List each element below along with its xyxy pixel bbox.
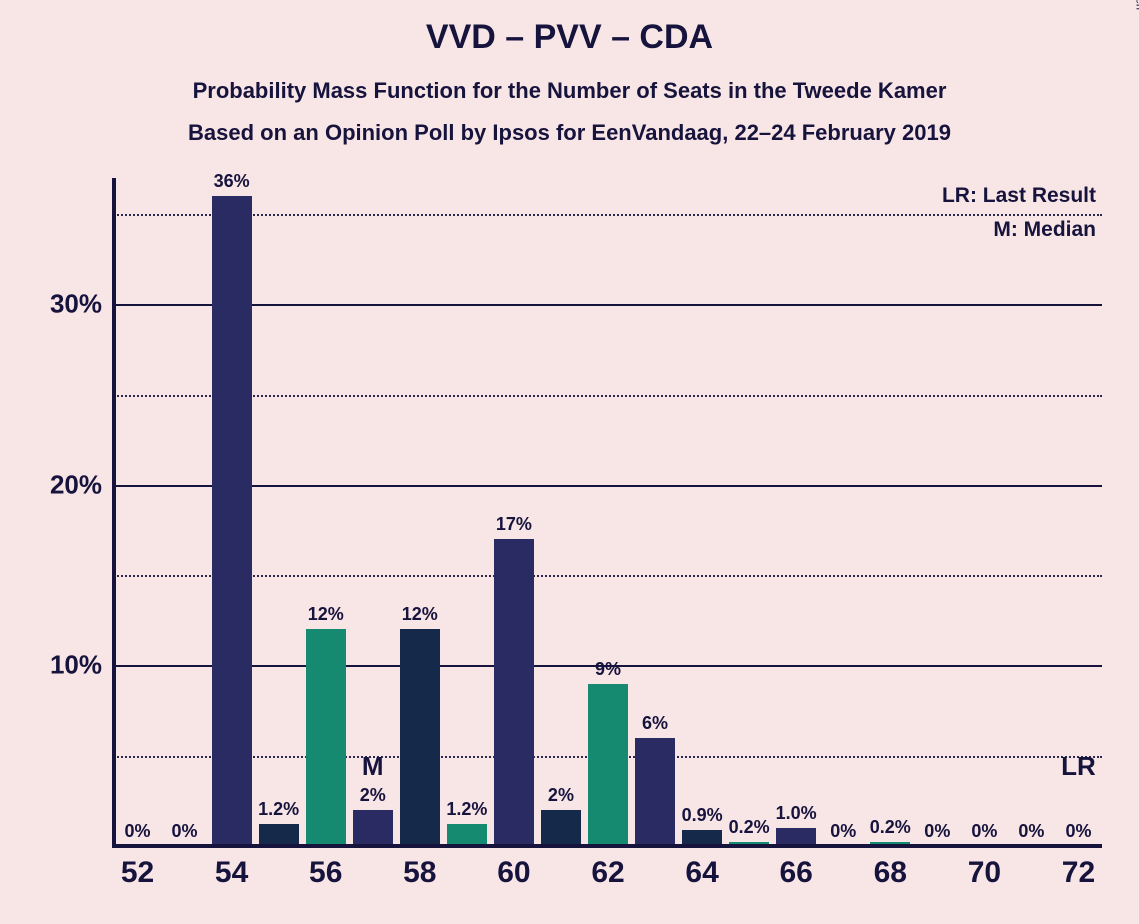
bar-label: 0% (971, 821, 997, 846)
bar: 17% (494, 539, 534, 846)
chart-subtitle-2: Based on an Opinion Poll by Ipsos for Ee… (0, 120, 1139, 146)
x-tick-label: 54 (215, 846, 248, 890)
bar: 9% (588, 684, 628, 846)
gridline-major (114, 304, 1102, 306)
bar-label: 0% (924, 821, 950, 846)
bar: 2% (353, 810, 393, 846)
bar-label: 17% (496, 514, 532, 539)
bar-label: 0.2% (870, 817, 911, 842)
bar: 6% (635, 738, 675, 846)
bar-label: 2% (360, 785, 386, 810)
bar: 2% (541, 810, 581, 846)
bar-label: 1.2% (258, 799, 299, 824)
gridline-minor (114, 214, 1102, 216)
x-tick-label: 66 (780, 846, 813, 890)
x-tick-label: 60 (497, 846, 530, 890)
bar-label: 9% (595, 659, 621, 684)
gridline-minor (114, 575, 1102, 577)
x-tick-label: 62 (591, 846, 624, 890)
bar: 1.2% (259, 824, 299, 846)
x-tick-label: 58 (403, 846, 436, 890)
y-tick-label: 30% (50, 289, 114, 320)
legend-m: M: Median (993, 218, 1096, 242)
bar-label: 0% (1065, 821, 1091, 846)
median-marker: M (362, 751, 384, 782)
bar-label: 0% (172, 821, 198, 846)
copyright-text: © 2020 Filip van Laenen (1133, 0, 1139, 10)
y-tick-label: 10% (50, 650, 114, 681)
gridline-minor (114, 395, 1102, 397)
y-tick-label: 20% (50, 469, 114, 500)
x-tick-label: 64 (685, 846, 718, 890)
x-tick-label: 72 (1062, 846, 1095, 890)
bar-label: 0% (1018, 821, 1044, 846)
x-tick-label: 68 (874, 846, 907, 890)
legend-lr: LR: Last Result (942, 184, 1096, 208)
bar-label: 36% (214, 171, 250, 196)
bar-label: 12% (308, 604, 344, 629)
plot-area: 10%20%30%0%0%36%1.2%12%2%12%1.2%17%2%9%6… (114, 178, 1102, 846)
bar-label: 1.2% (446, 799, 487, 824)
y-axis (112, 178, 116, 846)
last-result-marker: LR (1061, 751, 1096, 782)
bar-label: 6% (642, 713, 668, 738)
bar-label: 2% (548, 785, 574, 810)
x-tick-label: 52 (121, 846, 154, 890)
chart-subtitle-1: Probability Mass Function for the Number… (0, 78, 1139, 104)
bar: 12% (306, 629, 346, 846)
x-tick-label: 70 (968, 846, 1001, 890)
bar-label: 0% (124, 821, 150, 846)
bar-label: 0.9% (682, 805, 723, 830)
chart-title: VVD – PVV – CDA (0, 18, 1139, 57)
bar-label: 0% (830, 821, 856, 846)
bar-label: 0.2% (729, 817, 770, 842)
bar: 12% (400, 629, 440, 846)
bar-label: 12% (402, 604, 438, 629)
bar: 36% (212, 196, 252, 846)
bar-label: 1.0% (776, 803, 817, 828)
chart-container: VVD – PVV – CDA Probability Mass Functio… (0, 0, 1139, 924)
gridline-major (114, 485, 1102, 487)
bar: 1.2% (447, 824, 487, 846)
x-tick-label: 56 (309, 846, 342, 890)
